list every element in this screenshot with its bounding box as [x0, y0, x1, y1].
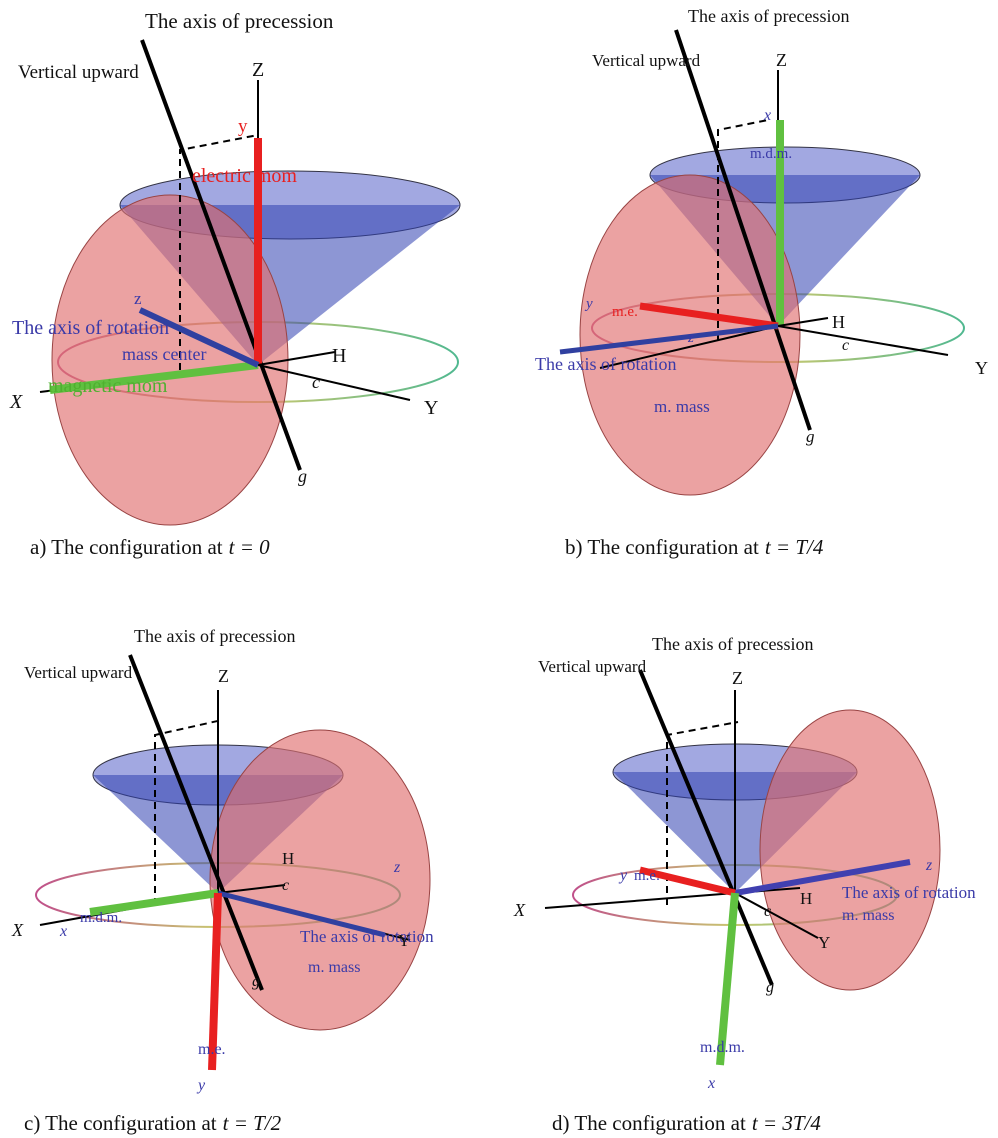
diagram-label: m.e.	[634, 868, 660, 884]
diagram-label: z	[925, 857, 933, 874]
diagram-label: m. mass	[308, 959, 360, 976]
diagram-label: x	[707, 1075, 715, 1092]
diagram-label: X	[513, 900, 526, 920]
caption-text: d) The configuration at	[552, 1111, 746, 1135]
diagram-label: Z	[252, 59, 264, 81]
diagram-label: magnetic mom	[48, 375, 168, 397]
caption-math: t = 0	[229, 535, 271, 559]
diagram-label: Vertical upward	[24, 663, 133, 682]
diagram-label: m. mass	[654, 397, 710, 416]
diagram-label: g	[298, 466, 307, 486]
figure: The axis of precessionVertical upwardZye…	[0, 0, 998, 1138]
diagram-label: Y	[424, 397, 438, 419]
diagram-label: The axis of precession	[688, 6, 849, 26]
diagram-label: c	[282, 877, 289, 894]
diagram-label: z	[393, 859, 401, 876]
diagram-label: Y	[975, 358, 988, 378]
diagram-label: Vertical upward	[592, 51, 701, 70]
diagram-label: m.d.m.	[750, 146, 792, 162]
caption-math: t = T/4	[765, 535, 824, 559]
diagram-label: X	[11, 920, 24, 940]
diagram-label: m.d.m.	[700, 1039, 745, 1056]
diagram-label: c	[312, 372, 320, 392]
diagram-label: mass center	[122, 344, 206, 364]
diagram-label: m.d.m.	[80, 910, 122, 926]
diagram-label: The axis of precession	[134, 626, 295, 646]
diagram-label: z	[134, 289, 142, 308]
diagram-label: Z	[732, 668, 743, 688]
diagram-label: Z	[218, 666, 229, 686]
diagram-label: g	[806, 427, 815, 446]
diagram-label: The axis of rotation	[842, 883, 976, 902]
diagram-label: electric mom	[192, 165, 297, 187]
diagram-label: y	[584, 296, 593, 312]
panel-c	[36, 655, 430, 1070]
diagram-label: x	[59, 923, 67, 940]
panel-b	[560, 30, 964, 495]
diagram-label: Y	[818, 933, 830, 952]
diagram-label: Vertical upward	[538, 657, 647, 676]
diagram-label: x	[763, 107, 771, 124]
diagram-label: y	[196, 1077, 206, 1094]
caption-math: t = T/2	[223, 1111, 282, 1135]
diagram-label: m.e.	[612, 304, 638, 320]
diagram-label: m. mass	[842, 907, 894, 924]
panel-d	[545, 670, 940, 1065]
diagram-label: The axis of rotation	[12, 317, 169, 339]
diagram-label: H	[800, 889, 812, 908]
diagram-label: The axis of rotation	[535, 354, 676, 374]
diagram-label: The axis of precession	[145, 9, 334, 33]
diagram-label: H	[332, 345, 346, 367]
diagram-label: Vertical upward	[18, 62, 139, 83]
diagram-label: y	[618, 867, 628, 884]
diagram-label: Y	[398, 931, 410, 950]
panel-a	[40, 40, 460, 525]
diagram-label: H	[832, 312, 845, 332]
caption-math: t = 3T/4	[752, 1111, 822, 1135]
diagram-label: Z	[776, 50, 787, 70]
diagram-label: m.e.	[198, 1041, 226, 1058]
diagram-label: The axis of rotation	[300, 927, 434, 946]
caption-text: c) The configuration at	[24, 1111, 217, 1135]
diagram-label: c	[764, 903, 771, 920]
diagram-label: g	[766, 979, 774, 996]
diagram-label: z	[687, 330, 694, 346]
diagram-label: y	[238, 116, 248, 137]
diagram-label: g	[252, 973, 260, 990]
diagram-label: X	[9, 391, 23, 413]
diagram-label: c	[842, 337, 849, 354]
caption-text: a) The configuration at	[30, 535, 223, 559]
diagram-label: The axis of precession	[652, 634, 813, 654]
diagram-label: H	[282, 849, 294, 868]
caption-text: b) The configuration at	[565, 535, 759, 559]
